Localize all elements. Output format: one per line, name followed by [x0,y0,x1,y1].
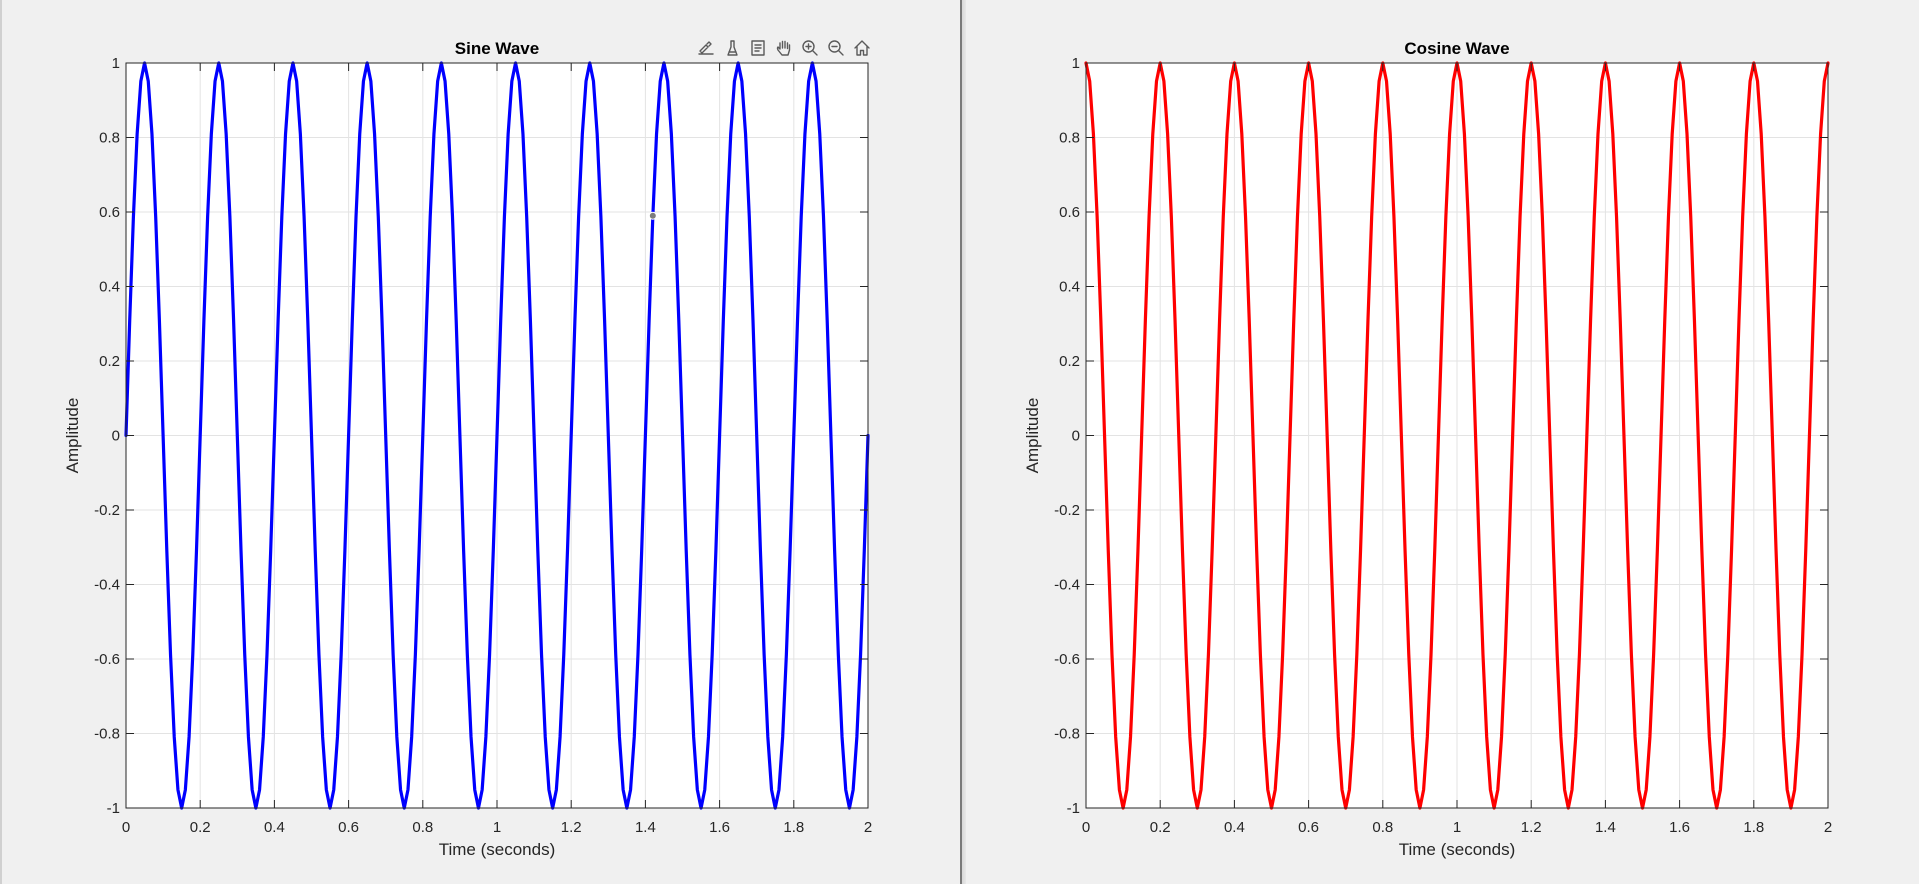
y-tick-label: -0.6 [1054,651,1080,668]
home-icon [853,40,870,56]
cosine-wave-axes[interactable]: 0 0.2 0.4 0.6 0.8 1 1.2 1.4 1.6 1.8 2 1 0.8 0.6 0.4 0.2… [966,0,1919,884]
y-tick-label: -0.8 [1054,726,1080,743]
export-button[interactable] [694,37,717,60]
x-tick-label: 0.6 [338,819,359,836]
plot-title: Cosine Wave [1404,39,1509,58]
y-tick-label: -0.6 [94,651,120,668]
x-tick-label: 0.2 [1150,819,1171,836]
x-tick-label: 1.4 [1595,819,1616,836]
axes-box [1085,62,1829,809]
zoom-in-button[interactable] [798,37,821,60]
datatip-marker [648,211,657,220]
y-tick-label: 0.6 [1059,204,1080,221]
figure-panel-right: 0 0.2 0.4 0.6 0.8 1 1.2 1.4 1.6 1.8 2 1 0.8 0.6 0.4 0.2… [966,0,1919,884]
datatip-icon [750,40,765,56]
series-line-sin [124,61,870,810]
y-tick-label: 0.8 [99,130,120,147]
y-axis-label: Amplitude [63,398,82,474]
y-tick-label: -0.2 [1054,502,1080,519]
y-tick-label: -0.4 [94,577,120,594]
figure-panel-left: 0 0.2 0.4 0.6 0.8 1 1.2 1.4 1.6 1.8 2 1 0.8 0.6 0.4 0.2… [0,0,960,884]
y-tick-label: 0 [112,428,120,445]
y-tick-label: -0.2 [94,502,120,519]
y-tick-label: 0.2 [99,353,120,370]
x-axis-label: Time (seconds) [1399,840,1516,859]
datatip-button[interactable] [746,37,769,60]
x-tick-label: 0.8 [412,819,433,836]
pan-button[interactable] [772,37,795,60]
x-tick-label: 1.4 [635,819,656,836]
panel-divider[interactable] [960,0,966,884]
y-tick-label: -0.4 [1054,577,1080,594]
y-tick-label: 1 [1072,55,1080,72]
y-tick-label: -1 [107,800,120,817]
x-tick-label: 0.4 [1224,819,1245,836]
zoom-in-icon [801,40,818,56]
y-tick-label: 0.4 [99,279,120,296]
x-tick-label: 0.4 [264,819,285,836]
export-icon [697,41,714,55]
plot-title: Sine Wave [455,39,539,58]
y-tick-label: 1 [112,55,120,72]
x-tick-label: 1.6 [1669,819,1690,836]
x-tick-label: 1.2 [1521,819,1542,836]
x-tick-label: 2 [864,819,872,836]
y-tick-label: 0.2 [1059,353,1080,370]
y-tick-label: 0.8 [1059,130,1080,147]
sine-wave-axes[interactable]: 0 0.2 0.4 0.6 0.8 1 1.2 1.4 1.6 1.8 2 1 0.8 0.6 0.4 0.2… [0,0,960,884]
x-tick-label: 0 [1082,819,1090,836]
x-tick-label: 1 [493,819,501,836]
y-tick-label: 0.4 [1059,279,1080,296]
x-tick-label: 1 [1453,819,1461,836]
y-tick-label: 0.6 [99,204,120,221]
zoom-out-icon [827,40,844,56]
y-tick-label: -1 [1067,800,1080,817]
x-tick-label: 0 [122,819,130,836]
zoom-out-button[interactable] [824,37,847,60]
x-axis-label: Time (seconds) [439,840,556,859]
home-button[interactable] [850,37,873,60]
panel-edge [0,0,2,884]
x-tick-label: 1.8 [783,819,804,836]
x-tick-label: 0.8 [1372,819,1393,836]
brush-button[interactable] [720,37,743,60]
axes-toolbar [694,36,873,60]
x-tick-label: 1.2 [561,819,582,836]
x-tick-label: 2 [1824,819,1832,836]
x-tick-label: 0.2 [190,819,211,836]
axes-box [125,62,869,809]
y-tick-label: 0 [1072,428,1080,445]
x-tick-label: 0.6 [1298,819,1319,836]
pan-icon [776,40,790,56]
x-tick-label: 1.8 [1743,819,1764,836]
y-axis-label: Amplitude [1023,398,1042,474]
brush-icon [726,40,738,56]
x-tick-label: 1.6 [709,819,730,836]
y-tick-label: -0.8 [94,726,120,743]
